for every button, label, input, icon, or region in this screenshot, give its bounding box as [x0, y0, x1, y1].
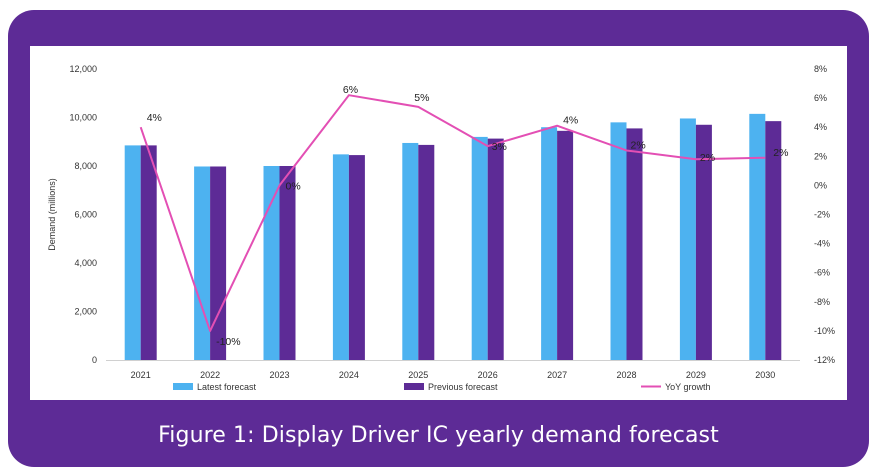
x-tick-label-2023: 2023 — [269, 370, 289, 380]
y2-tick-label: 8% — [814, 64, 827, 74]
bar-latest-2027 — [541, 127, 558, 360]
chart-panel: 4% -10% 0% 6% 5% 3% 4% 2% 2% 2% 0 2,000 4,000 6,000 8… — [30, 46, 847, 400]
x-tick-label-2026: 2026 — [478, 370, 498, 380]
bar-previous-2022 — [210, 166, 227, 360]
bar-previous-2023 — [279, 166, 296, 360]
yoy-data-label-2028: 2% — [631, 139, 646, 151]
yoy-data-label-2021: 4% — [147, 112, 162, 124]
yoy-data-label-2022: -10% — [216, 336, 241, 348]
legend-label-0: Latest forecast — [197, 382, 257, 392]
x-tick-label-2027: 2027 — [547, 370, 567, 380]
y-tick-label: 6,000 — [74, 210, 97, 220]
y2-tick-label: -10% — [814, 326, 835, 336]
y2-tick-label: -6% — [814, 268, 830, 278]
yoy-data-label-2029: 2% — [700, 152, 715, 164]
bar-previous-2029 — [695, 124, 712, 361]
y2-tick-label: -4% — [814, 239, 830, 249]
y2-tick-label: 4% — [814, 122, 827, 132]
demand-chart: 4% -10% 0% 6% 5% 3% 4% 2% 2% 2% 0 2,000 4,000 6,000 8… — [47, 64, 835, 392]
y2-tick-label: 2% — [814, 151, 827, 161]
legend-label-1: Previous forecast — [428, 382, 498, 392]
bar-previous-2030 — [765, 121, 782, 360]
bar-latest-2021 — [124, 145, 141, 360]
figure-caption: Figure 1: Display Driver IC yearly deman… — [158, 423, 719, 448]
x-tick-label-2021: 2021 — [131, 370, 151, 380]
y-tick-label: 8,000 — [74, 161, 97, 171]
yoy-data-label-2030: 2% — [773, 147, 788, 159]
figure-frame: 4% -10% 0% 6% 5% 3% 4% 2% 2% 2% 0 2,000 4,000 6,000 8… — [8, 10, 869, 467]
y2-tick-label: -12% — [814, 355, 835, 365]
x-tick-label-2025: 2025 — [408, 370, 428, 380]
y-tick-label: 4,000 — [74, 258, 97, 268]
bar-previous-2024 — [348, 155, 365, 360]
bar-latest-2030 — [749, 113, 766, 360]
yoy-growth-line — [139, 94, 766, 332]
y-tick-label: 2,000 — [74, 307, 97, 317]
yoy-data-label-2023: 0% — [286, 180, 301, 192]
x-tick-label-2030: 2030 — [755, 370, 775, 380]
bar-previous-2027 — [557, 130, 574, 360]
bar-latest-2023 — [263, 166, 280, 360]
y2-tick-label: 0% — [814, 180, 827, 190]
bar-previous-2028 — [626, 128, 643, 360]
yoy-data-label-2024: 6% — [343, 84, 358, 96]
y-tick-label: 12,000 — [69, 64, 97, 74]
bar-latest-2026 — [471, 136, 488, 360]
bar-latest-2024 — [332, 154, 349, 360]
x-tick-label-2022: 2022 — [200, 370, 220, 380]
x-tick-label-2024: 2024 — [339, 370, 359, 380]
x-tick-label-2029: 2029 — [686, 370, 706, 380]
yoy-data-label-2025: 5% — [414, 92, 429, 104]
yoy-data-label-2027: 4% — [563, 115, 578, 127]
y-axis-title: Demand (millions) — [47, 178, 57, 251]
bar-latest-2028 — [610, 122, 627, 360]
y-tick-label: 0 — [92, 355, 97, 365]
y2-tick-label: -8% — [814, 297, 830, 307]
yoy-data-label-2026: 3% — [492, 141, 507, 153]
y-tick-label: 10,000 — [69, 113, 97, 123]
legend-swatch-0 — [173, 383, 193, 390]
bar-previous-2025 — [418, 144, 435, 360]
x-tick-label-2028: 2028 — [616, 370, 636, 380]
bar-latest-2029 — [679, 118, 696, 360]
bar-previous-2026 — [487, 138, 504, 360]
y2-tick-label: 6% — [814, 93, 827, 103]
legend-swatch-1 — [404, 383, 424, 390]
legend-label-2: YoY growth — [665, 382, 711, 392]
bar-latest-2025 — [402, 142, 419, 360]
bar-latest-2022 — [194, 166, 211, 360]
bar-previous-2021 — [140, 145, 157, 360]
y2-tick-label: -2% — [814, 210, 830, 220]
